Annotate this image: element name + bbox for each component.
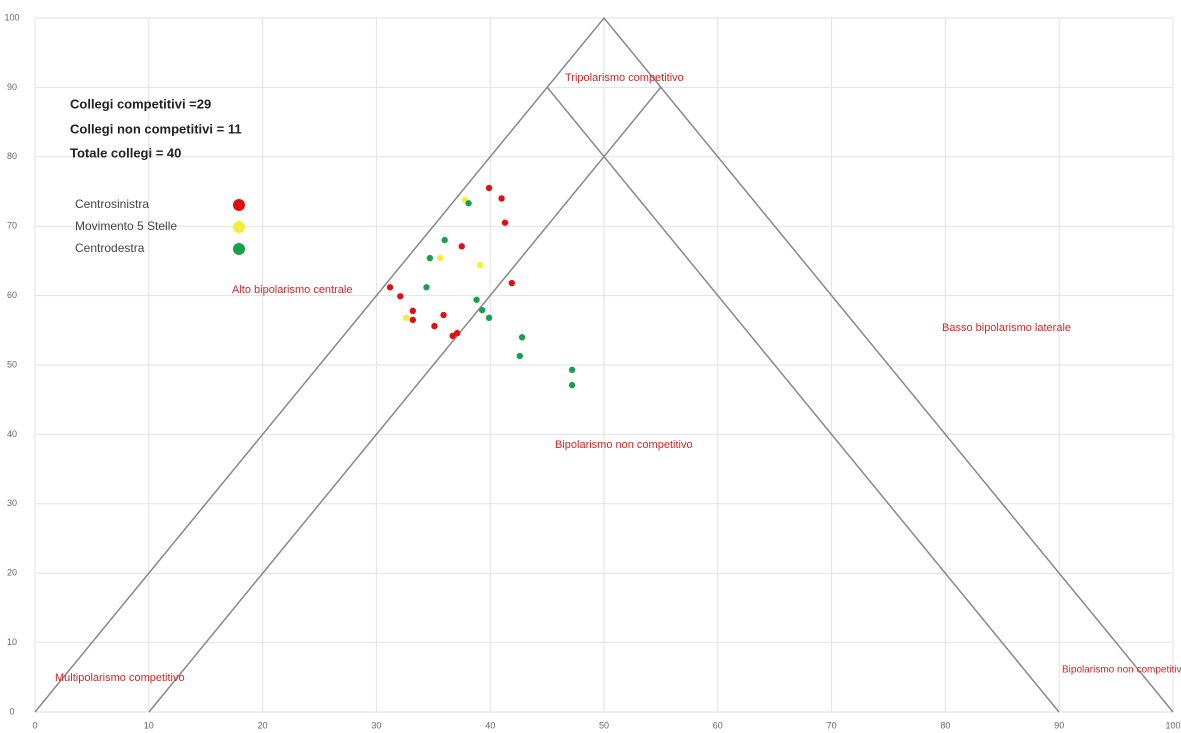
point (465, 200, 472, 207)
y-tick-label: 70 (7, 221, 17, 231)
point (518, 334, 526, 341)
point (508, 279, 516, 287)
y-tick-label: 90 (7, 82, 17, 92)
info-text: Collegi competitivi =29 (70, 96, 211, 111)
region-label: Multipolarismo competitivo (55, 672, 185, 684)
region-label: Tripolarismo competitivo (565, 72, 684, 84)
point (397, 293, 404, 300)
legend-label: Centrosinistra (75, 197, 149, 211)
point (409, 316, 417, 324)
region-label: Alto bipolarismo centrale (232, 284, 352, 296)
point (440, 311, 447, 319)
point (458, 243, 465, 250)
x-tick-label: 40 (485, 720, 495, 730)
legend-swatch (233, 243, 245, 255)
x-tick-label: 90 (1054, 720, 1064, 730)
info-text: Totale collegi = 40 (70, 145, 181, 160)
point (568, 381, 576, 389)
point (516, 352, 523, 360)
info-text: Collegi non competitivi = 11 (70, 121, 242, 136)
y-tick-label: 60 (7, 290, 17, 300)
x-tick-label: 60 (713, 720, 723, 730)
x-tick-label: 70 (827, 720, 837, 730)
point (423, 284, 430, 291)
point (501, 219, 509, 226)
y-tick-label: 0 (9, 706, 14, 716)
point (485, 184, 493, 192)
region-label: Basso bipolarismo laterale (942, 322, 1071, 334)
legend-swatch (233, 221, 245, 233)
point (431, 322, 438, 330)
point (568, 366, 576, 374)
point (402, 314, 410, 322)
legend-swatch (233, 199, 245, 211)
point (473, 296, 480, 303)
point (449, 332, 456, 340)
y-tick-label: 30 (7, 498, 17, 508)
point (479, 306, 486, 314)
x-tick-label: 100 (1165, 720, 1180, 730)
x-tick-label: 10 (144, 720, 154, 730)
y-tick-label: 10 (7, 637, 17, 647)
region-label: Bipolarismo non competitivo (1062, 665, 1181, 676)
point (498, 195, 505, 202)
legend-label: Centrodestra (75, 241, 145, 255)
legend-label: Movimento 5 Stelle (75, 219, 177, 233)
y-tick-label: 20 (7, 568, 17, 578)
y-tick-label: 40 (7, 429, 17, 439)
y-tick-label: 50 (7, 359, 17, 369)
x-tick-label: 30 (371, 720, 381, 730)
point (476, 261, 484, 269)
x-tick-label: 0 (32, 720, 37, 730)
x-tick-label: 50 (599, 720, 609, 730)
y-tick-label: 100 (4, 12, 19, 22)
grid (34, 17, 1174, 713)
point (386, 284, 394, 291)
x-tick-label: 20 (258, 720, 268, 730)
x-tick-label: 80 (940, 720, 950, 730)
point (409, 307, 417, 315)
point (426, 254, 434, 262)
outer-triangle (34, 16, 1174, 713)
point (436, 254, 444, 262)
y-tick-label: 80 (7, 151, 17, 161)
point (441, 236, 448, 244)
inner-line (148, 86, 662, 713)
point (485, 314, 493, 322)
region-label: Bipolarismo non competitivo (555, 439, 693, 451)
inner-line (546, 86, 1060, 713)
